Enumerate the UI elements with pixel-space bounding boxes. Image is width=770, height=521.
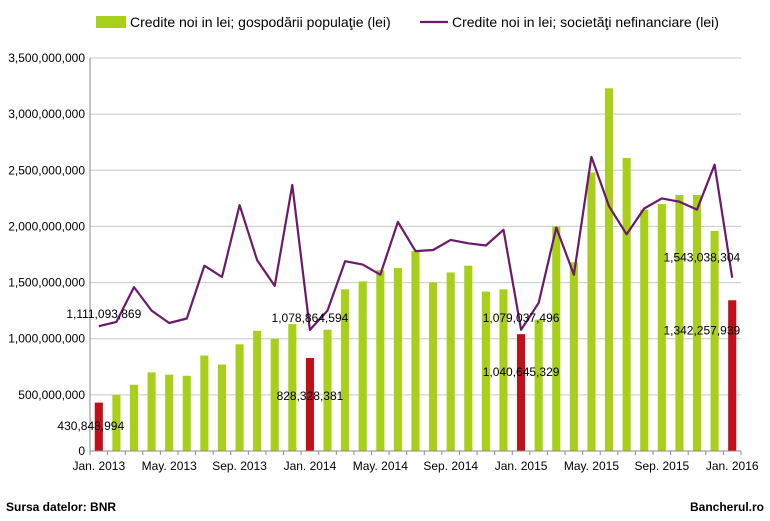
x-tick-label: Jan. 2016 [706, 459, 759, 473]
data-label: 1,078,864,594 [272, 311, 349, 325]
bar [253, 330, 262, 451]
bar-series [94, 88, 737, 452]
bar [675, 194, 684, 451]
y-tick-label: 3,000,000,000 [8, 107, 85, 121]
y-tick-label: 0 [78, 444, 85, 458]
bar [112, 394, 121, 451]
data-labels: 1,111,093,869 1,078,864,594 1,079,037,496 1… [57, 251, 740, 433]
x-tick-label: Jan. 2014 [284, 459, 337, 473]
legend: Credite noi in lei; gospodării populaţie… [96, 14, 719, 30]
data-label: 1,543,038,304 [663, 251, 740, 265]
data-label: 1,342,257,939 [663, 323, 740, 337]
bar [270, 338, 279, 451]
bar [376, 270, 385, 451]
bar [182, 375, 191, 451]
x-tick-label: May. 2014 [353, 459, 408, 473]
bar [464, 265, 473, 451]
bar [165, 374, 174, 451]
y-tick-label: 1,000,000,000 [8, 332, 85, 346]
bar [305, 357, 314, 451]
chart-svg: Credite noi in lei; gospodării populaţie… [8, 14, 759, 473]
data-label: 1,111,093,869 [66, 307, 141, 321]
y-tick-label: 1,500,000,000 [8, 276, 85, 290]
bar [94, 402, 103, 451]
y-tick-label: 3,500,000,000 [8, 51, 85, 65]
bar [288, 324, 297, 451]
bar [147, 372, 156, 451]
x-tick-label: Jan. 2015 [495, 459, 548, 473]
x-tick-label: Sep. 2013 [212, 459, 267, 473]
y-tick-label: 2,500,000,000 [8, 163, 85, 177]
legend-label-line: Credite noi in lei; societăţi nefinancia… [452, 14, 719, 30]
bar [517, 334, 526, 451]
bar [200, 355, 209, 451]
bar [569, 262, 578, 451]
x-tick-label: Sep. 2014 [423, 459, 478, 473]
data-label: 430,848,994 [57, 419, 124, 433]
bar [710, 230, 719, 451]
bar [692, 194, 702, 451]
legend-swatch-bars [96, 16, 126, 28]
bar [622, 157, 631, 452]
bar [358, 281, 367, 451]
data-label: 1,040,645,329 [483, 365, 560, 379]
source-note: Sursa datelor: BNR [6, 500, 117, 514]
bar [341, 289, 350, 451]
series-line [98, 155, 734, 331]
bar [534, 319, 543, 451]
line-series [98, 155, 734, 331]
legend-label-bars: Credite noi in lei; gospodării populaţie… [130, 14, 391, 30]
brand-name: Bancherul.ro [689, 500, 764, 514]
bar [323, 329, 332, 451]
y-tick-label: 500,000,000 [18, 388, 85, 402]
data-label: 828,328,381 [277, 389, 344, 403]
x-tick-label: May. 2015 [564, 459, 619, 473]
axes: 0 500,000,000 1,000,000,000 1,500,000,000 2,… [8, 51, 759, 473]
bar [552, 226, 561, 451]
bar [640, 209, 649, 451]
x-tick-label: Jan. 2013 [72, 459, 125, 473]
bar [657, 203, 666, 451]
bar [393, 267, 402, 451]
bar [499, 289, 508, 451]
bar [129, 384, 139, 451]
bar [429, 282, 438, 451]
y-tick-label: 2,000,000,000 [8, 219, 85, 233]
bar [446, 272, 455, 451]
bar [481, 291, 490, 451]
bar [411, 251, 420, 451]
x-tick-label: May. 2013 [142, 459, 197, 473]
data-label: 1,079,037,496 [483, 311, 560, 325]
x-tick-label: Sep. 2015 [634, 459, 689, 473]
bar [728, 300, 737, 451]
bar [604, 88, 614, 452]
bar [587, 172, 596, 451]
bar [235, 344, 244, 451]
bar [217, 364, 227, 451]
